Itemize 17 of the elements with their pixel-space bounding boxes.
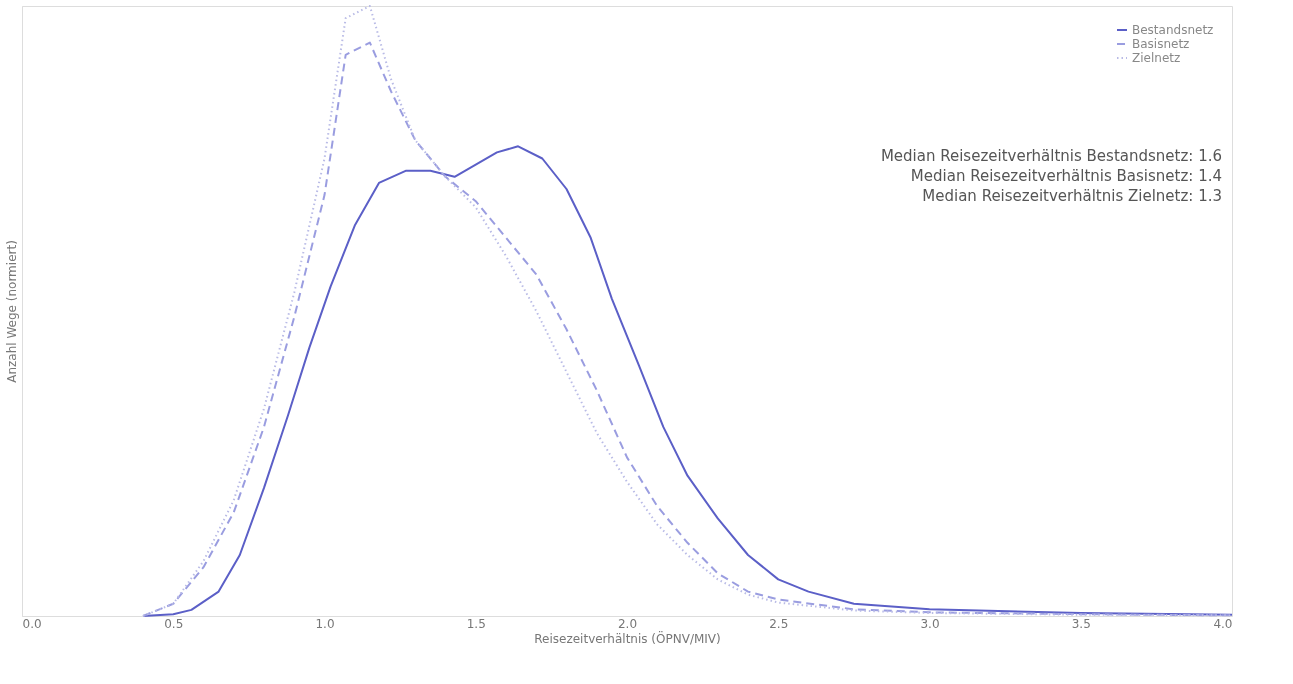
legend-label: Basisnetz [1132, 37, 1190, 51]
legend-label: Zielnetz [1132, 51, 1181, 65]
annotation: Median Reisezeitverhältnis Zielnetz: 1.3 [922, 187, 1222, 205]
x-tick-label: 1.0 [315, 616, 335, 631]
x-tick-label: 0.5 [164, 616, 184, 631]
x-axis-title: Reisezeitverhältnis (ÖPNV/MIV) [534, 629, 721, 646]
annotation: Median Reisezeitverhältnis Bestandsnetz: 1.6 [880, 147, 1222, 165]
x-tick-label: 2.5 [769, 616, 789, 631]
annotation: Median Reisezeitverhältnis Basisnetz: 1.4 [910, 167, 1222, 185]
x-tick-label: 2.0 [617, 616, 638, 631]
y-axis-title: Anzahl Wege (normiert) [4, 240, 19, 383]
legend-label: Bestandsnetz [1132, 23, 1214, 37]
x-tick-label: 4.0 [1213, 616, 1233, 631]
x-tick-label: 0.0 [22, 616, 42, 631]
x-tick-label: 3.0 [920, 616, 940, 631]
x-tick-label: 3.5 [1071, 616, 1091, 631]
x-tick-label: 1.5 [466, 616, 486, 631]
